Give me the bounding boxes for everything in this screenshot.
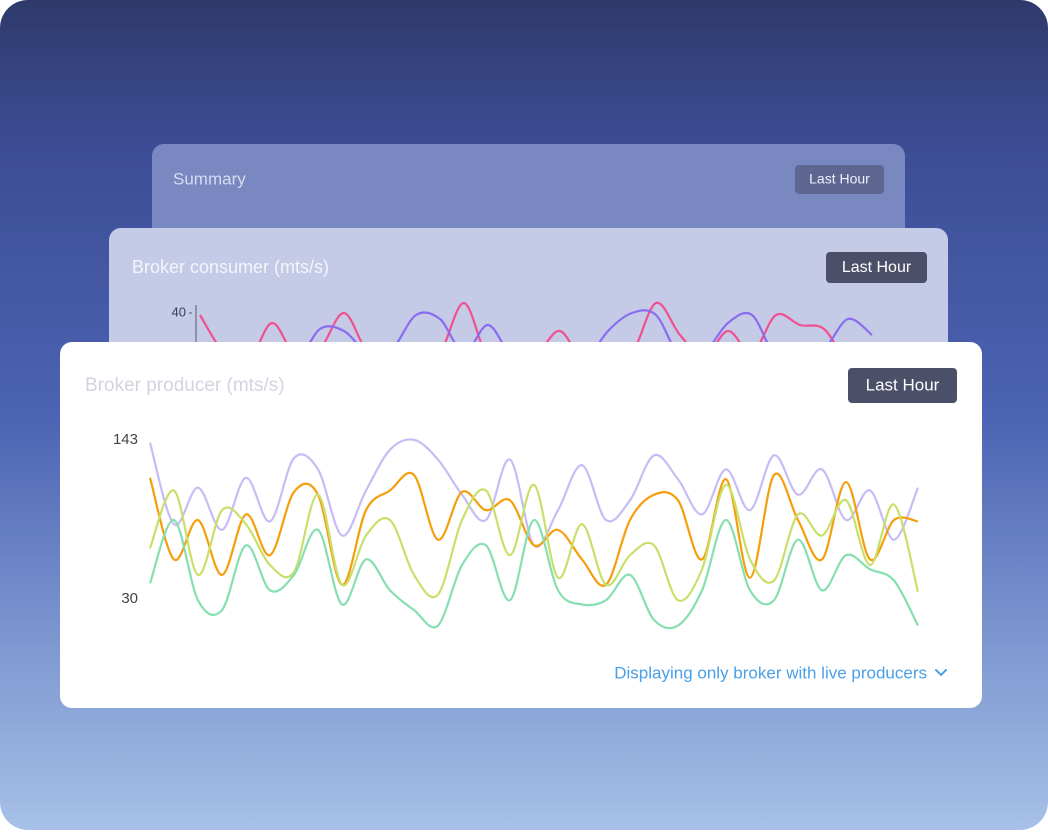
chevron-icon[interactable] <box>935 669 947 677</box>
producer-panel: Broker producer (mts/s) Last Hour Displa… <box>60 342 982 708</box>
y-tick-label: 30 <box>121 590 138 607</box>
panel-title: Broker producer (mts/s) <box>85 375 285 396</box>
series-line <box>309 309 873 342</box>
time-button-label[interactable]: Last Hour <box>866 375 940 394</box>
y-tick-label: 143 <box>113 431 138 448</box>
series-line <box>148 518 919 630</box>
summary-panel: Summary Last Hour <box>152 144 905 244</box>
time-button[interactable] <box>826 252 927 283</box>
plot <box>148 438 920 630</box>
panel-title: Broker consumer (mts/s) <box>132 257 329 277</box>
y-tick-label: 40 <box>172 304 186 319</box>
time-button-label[interactable]: Last Hour <box>809 171 870 187</box>
panel-title: Summary <box>173 169 246 188</box>
time-button[interactable] <box>795 165 884 194</box>
time-button[interactable] <box>848 368 957 403</box>
series-line <box>148 471 919 588</box>
plot <box>199 301 873 342</box>
series-line <box>148 438 920 548</box>
filter-dropdown[interactable]: Displaying only broker with live produce… <box>614 663 927 682</box>
time-button-label[interactable]: Last Hour <box>842 259 912 276</box>
series-line <box>148 483 920 602</box>
panel <box>152 144 905 244</box>
